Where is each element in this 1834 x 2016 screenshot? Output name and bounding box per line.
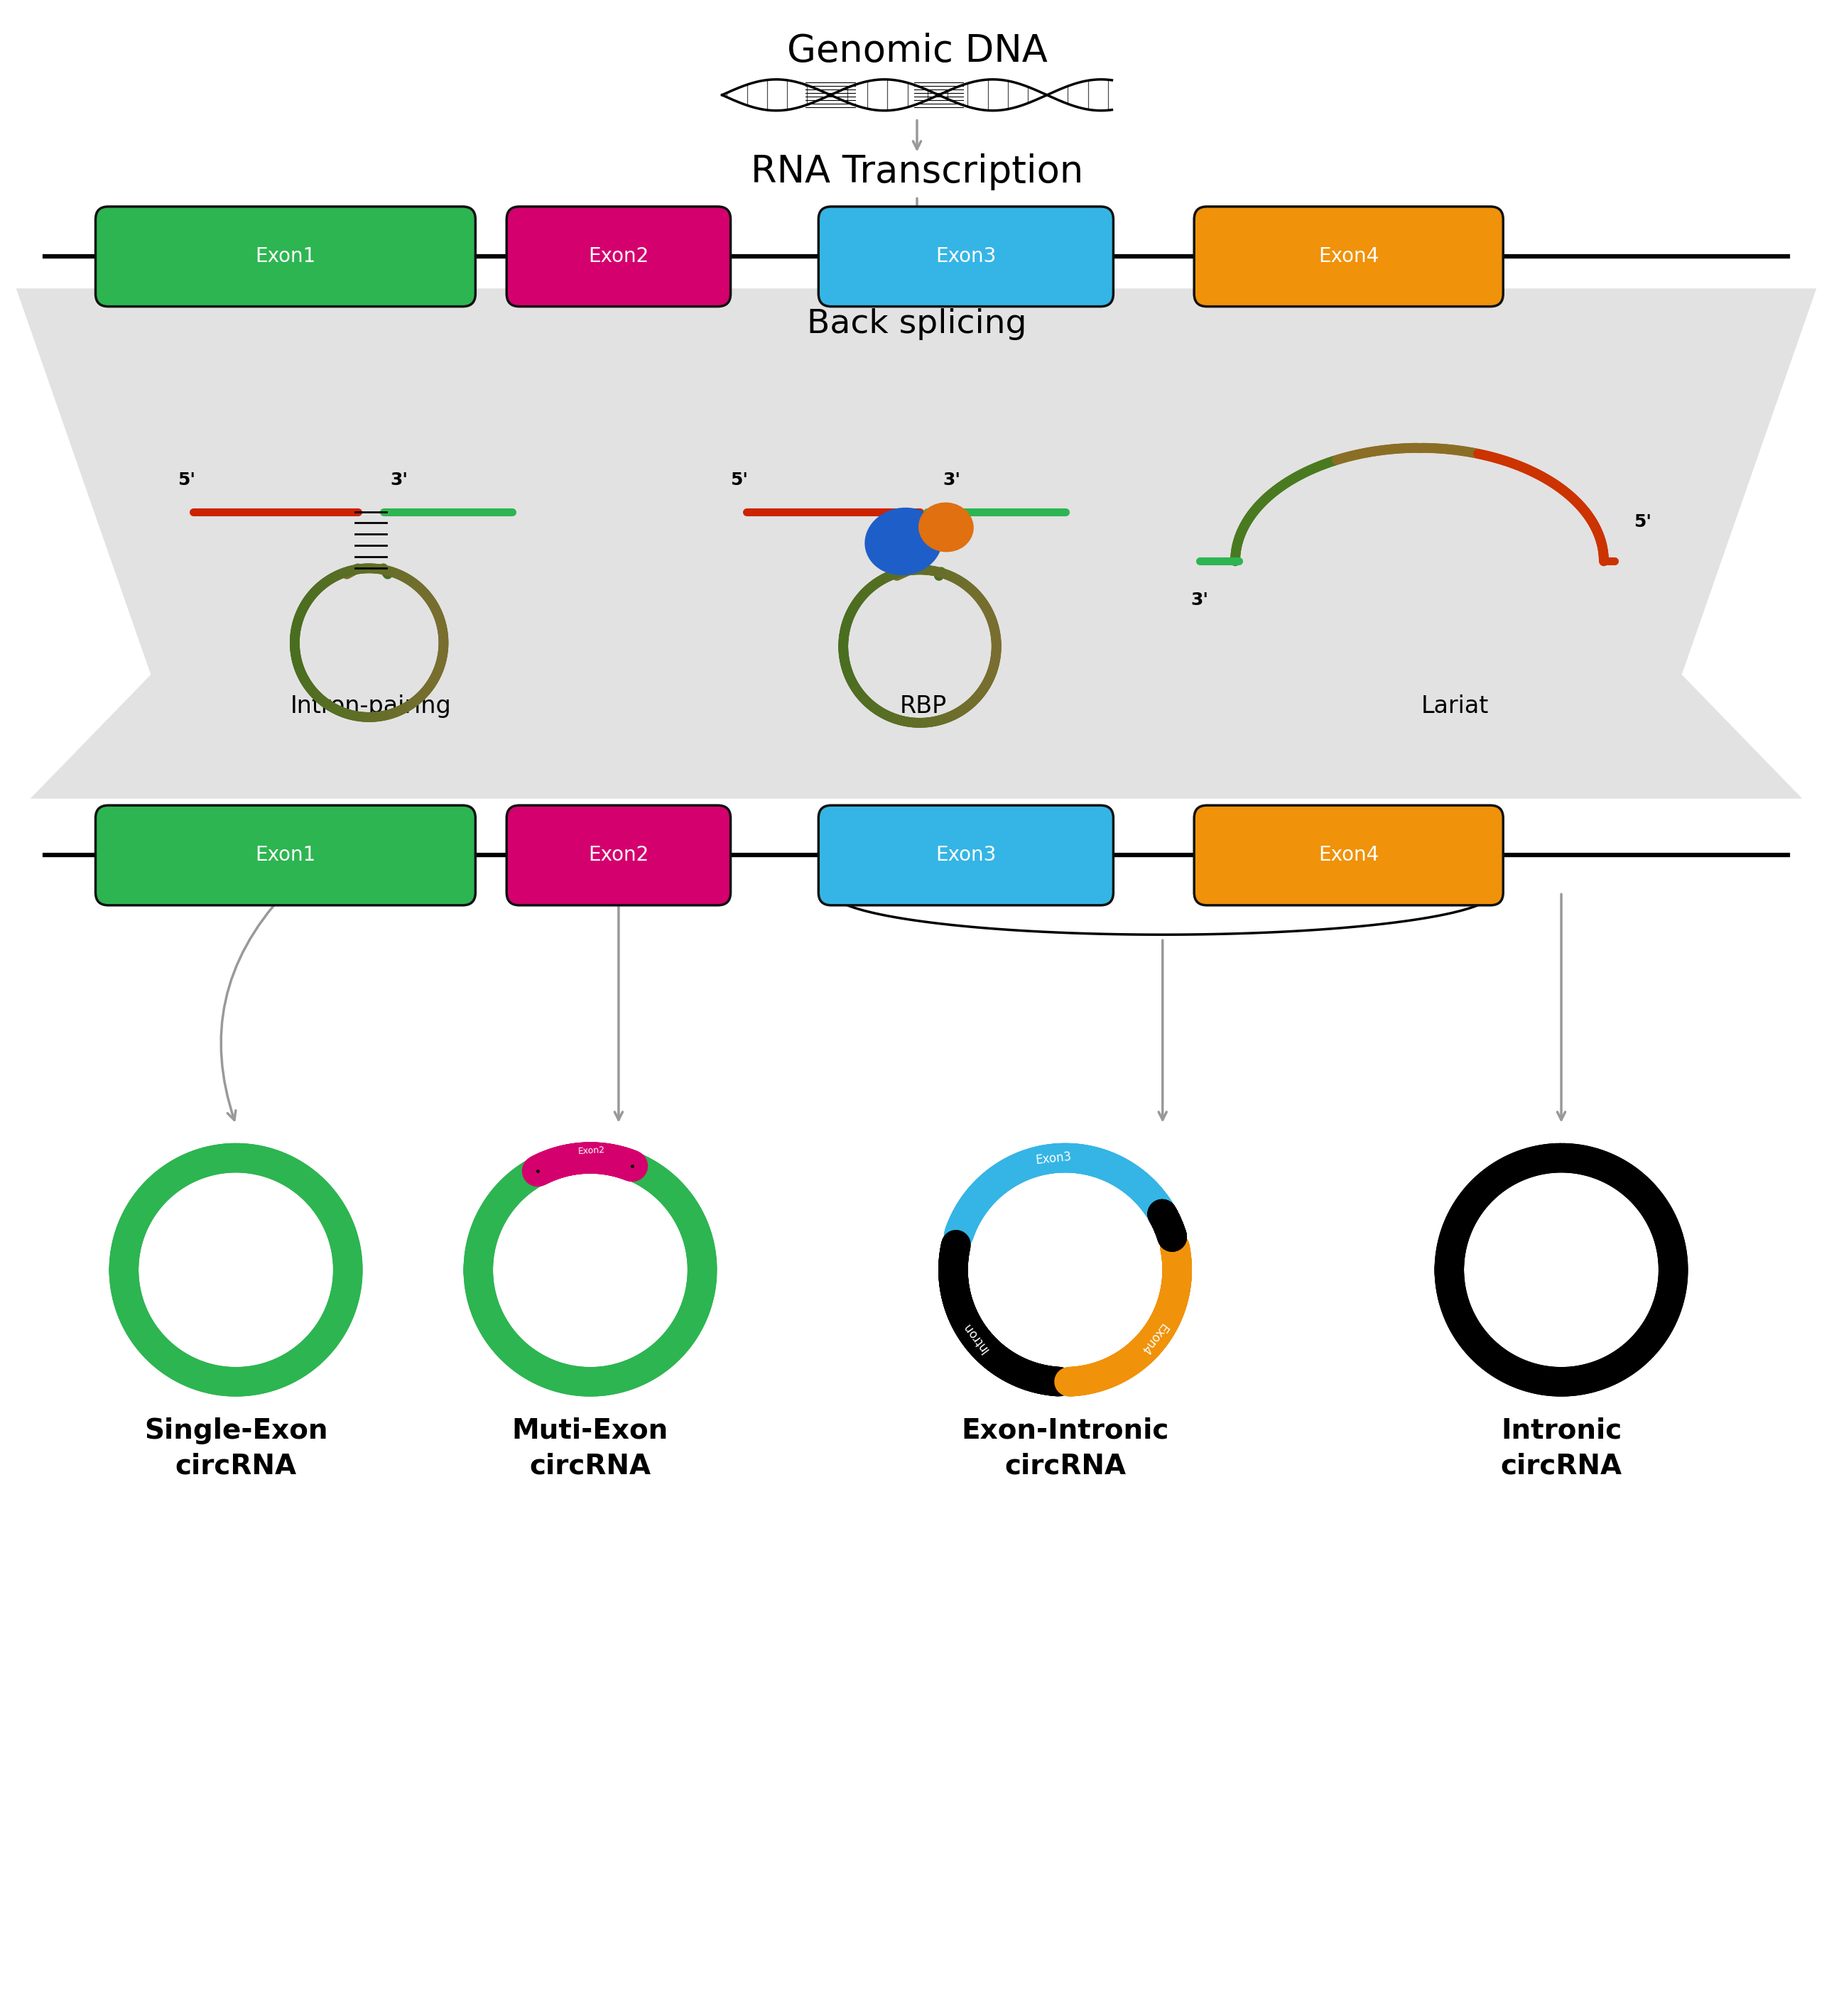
FancyBboxPatch shape: [95, 804, 475, 905]
Text: Lariat: Lariat: [1421, 696, 1489, 718]
Text: Exon4: Exon4: [1319, 246, 1379, 266]
Text: Single-Exon
circRNA: Single-Exon circRNA: [145, 1417, 328, 1480]
Ellipse shape: [919, 502, 974, 552]
Text: Intron-pairing: Intron-pairing: [290, 696, 451, 718]
Text: Back splicing: Back splicing: [807, 308, 1027, 341]
Circle shape: [508, 1187, 673, 1353]
Text: Exon2: Exon2: [589, 246, 649, 266]
Text: 5': 5': [730, 472, 748, 488]
FancyBboxPatch shape: [1194, 804, 1504, 905]
Text: Intronic
circRNA: Intronic circRNA: [1500, 1417, 1621, 1480]
Text: Exon2: Exon2: [578, 1145, 605, 1157]
Text: Exon3: Exon3: [935, 246, 996, 266]
Ellipse shape: [864, 508, 943, 575]
Polygon shape: [17, 288, 1816, 675]
Text: Exon3: Exon3: [935, 845, 996, 865]
Circle shape: [983, 1187, 1148, 1353]
Text: Exon1: Exon1: [255, 246, 315, 266]
Text: Exon4: Exon4: [1137, 1320, 1170, 1357]
Text: Intron: Intron: [961, 1318, 990, 1355]
Text: Exon4: Exon4: [1319, 845, 1379, 865]
Text: 5': 5': [178, 472, 194, 488]
Text: RNA Transcription: RNA Transcription: [750, 153, 1084, 190]
FancyBboxPatch shape: [818, 804, 1113, 905]
FancyBboxPatch shape: [506, 804, 730, 905]
Text: Exon1: Exon1: [220, 1280, 235, 1322]
Text: Exon3: Exon3: [1034, 1151, 1073, 1167]
FancyBboxPatch shape: [95, 206, 475, 306]
FancyBboxPatch shape: [506, 206, 730, 306]
Text: 3': 3': [391, 472, 407, 488]
Circle shape: [1478, 1187, 1643, 1353]
Text: 3': 3': [1190, 591, 1209, 609]
FancyBboxPatch shape: [1194, 206, 1504, 306]
Text: Muti-Exon
circRNA: Muti-Exon circRNA: [512, 1417, 668, 1480]
Text: Exon1: Exon1: [255, 845, 315, 865]
Text: Exon2: Exon2: [589, 845, 649, 865]
FancyBboxPatch shape: [818, 206, 1113, 306]
Text: Exon-Intronic
circRNA: Exon-Intronic circRNA: [961, 1417, 1168, 1480]
Text: Intron: Intron: [1541, 1181, 1581, 1195]
Text: 3': 3': [943, 472, 961, 488]
Text: Exon1: Exon1: [537, 1256, 561, 1298]
Text: Genomic DNA: Genomic DNA: [787, 32, 1047, 69]
Text: RBP: RBP: [900, 696, 946, 718]
Text: 5': 5': [1634, 514, 1652, 530]
Circle shape: [154, 1187, 317, 1353]
Polygon shape: [31, 675, 1803, 798]
